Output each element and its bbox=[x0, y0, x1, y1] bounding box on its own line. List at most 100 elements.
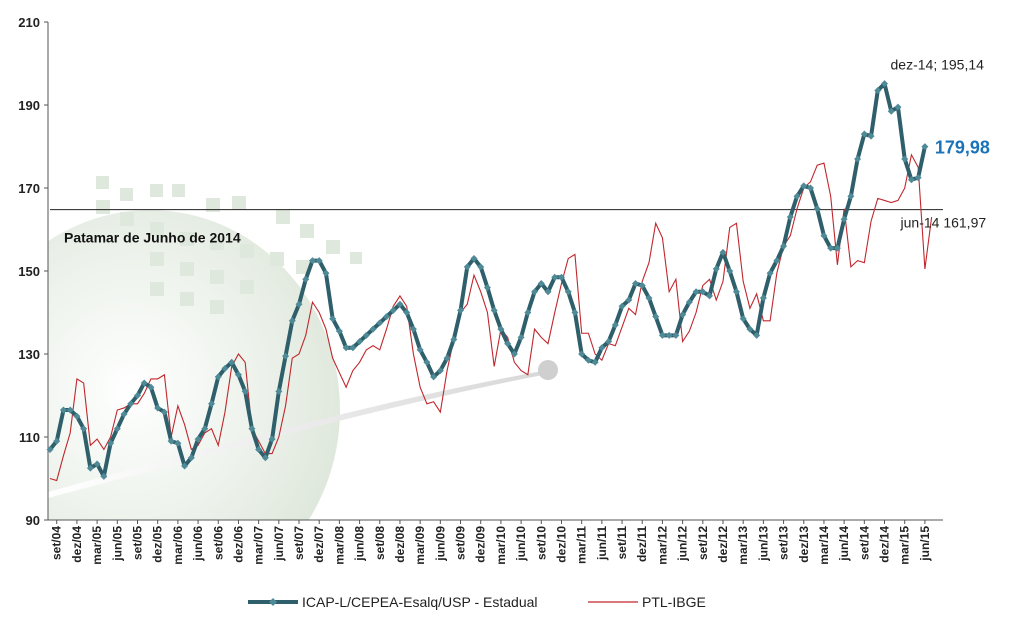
x-tick-label: dez/06 bbox=[231, 526, 245, 563]
x-tick-label: dez/14 bbox=[878, 526, 892, 563]
data-point-icap-l bbox=[268, 435, 276, 443]
data-point-icap-l bbox=[154, 404, 162, 412]
y-tick-label: 190 bbox=[18, 98, 40, 113]
data-point-icap-l bbox=[187, 454, 195, 462]
legend: ICAP-L/CEPEA-Esalq/USP - Estadual PTL-IB… bbox=[248, 594, 706, 610]
y-tick-label: 130 bbox=[18, 347, 40, 362]
data-point-icap-l bbox=[322, 269, 330, 277]
data-point-icap-l bbox=[349, 344, 357, 352]
data-point-icap-l bbox=[490, 306, 498, 314]
data-point-icap-l bbox=[423, 358, 431, 366]
data-point-icap-l bbox=[362, 331, 370, 339]
x-tick-label: set/12 bbox=[696, 526, 710, 560]
legend-label-icap-l: ICAP-L/CEPEA-Esalq/USP - Estadual bbox=[302, 594, 538, 610]
data-point-icap-l bbox=[854, 155, 862, 163]
data-point-icap-l bbox=[557, 273, 565, 281]
data-point-icap-l bbox=[524, 309, 532, 316]
data-point-icap-l bbox=[780, 242, 788, 250]
x-tick-label: set/13 bbox=[777, 526, 791, 560]
x-tick-label: dez/08 bbox=[393, 526, 407, 563]
x-tick-label: dez/11 bbox=[635, 526, 649, 562]
data-point-icap-l bbox=[302, 275, 310, 283]
data-point-icap-l bbox=[685, 298, 693, 306]
data-point-icap-l bbox=[208, 400, 216, 408]
data-point-icap-l bbox=[241, 387, 249, 395]
data-point-icap-l bbox=[147, 383, 155, 391]
data-point-icap-l bbox=[652, 313, 660, 321]
x-tick-label: set/06 bbox=[211, 526, 225, 560]
data-point-icap-l bbox=[228, 358, 236, 366]
x-tick-label: dez/12 bbox=[716, 526, 730, 563]
data-point-icap-l bbox=[517, 333, 525, 341]
x-tick-label: dez/13 bbox=[797, 526, 811, 563]
x-tick-label: jun/15 bbox=[918, 526, 932, 562]
data-point-icap-l bbox=[672, 331, 680, 339]
data-point-icap-l bbox=[874, 86, 882, 94]
data-point-icap-l bbox=[457, 306, 465, 314]
reference-line-label: Patamar de Junho de 2014 bbox=[64, 230, 241, 246]
data-point-icap-l bbox=[544, 288, 552, 296]
annotation-last-value: 179,98 bbox=[935, 138, 990, 158]
x-tick-label: dez/07 bbox=[312, 526, 326, 563]
x-tick-label: set/05 bbox=[130, 526, 144, 560]
data-point-icap-l bbox=[255, 445, 263, 453]
data-point-icap-l bbox=[665, 331, 673, 339]
data-point-icap-l bbox=[537, 279, 545, 287]
x-tick-label: jun/09 bbox=[433, 526, 447, 562]
data-point-icap-l bbox=[753, 331, 761, 339]
data-point-icap-l bbox=[342, 344, 350, 352]
data-point-icap-l bbox=[443, 354, 451, 362]
data-point-icap-l bbox=[450, 335, 458, 343]
data-point-icap-l bbox=[470, 255, 478, 263]
x-tick-label: dez/10 bbox=[554, 526, 568, 563]
data-point-icap-l bbox=[93, 460, 101, 468]
data-point-icap-l bbox=[53, 437, 61, 445]
data-point-icap-l bbox=[645, 294, 653, 302]
data-point-icap-l bbox=[59, 406, 67, 414]
data-point-icap-l bbox=[100, 472, 108, 480]
data-point-icap-l bbox=[638, 282, 646, 290]
data-point-icap-l bbox=[409, 325, 417, 333]
data-point-icap-l bbox=[564, 288, 572, 296]
data-point-icap-l bbox=[510, 350, 518, 358]
data-point-icap-l bbox=[591, 358, 599, 366]
data-point-icap-l bbox=[80, 425, 88, 433]
data-point-icap-l bbox=[618, 302, 626, 310]
x-tick-label: jun/07 bbox=[272, 526, 286, 562]
x-tick-label: set/04 bbox=[50, 526, 64, 560]
annotation-max-value: dez-14; 195,14 bbox=[891, 57, 985, 73]
background-watermark bbox=[48, 176, 558, 520]
data-point-icap-l bbox=[221, 365, 229, 373]
x-tick-label: jun/14 bbox=[837, 526, 851, 562]
data-point-icap-l bbox=[786, 213, 794, 221]
data-point-icap-l bbox=[214, 373, 222, 381]
data-point-icap-l bbox=[773, 257, 781, 265]
data-point-icap-l bbox=[793, 192, 801, 200]
data-point-icap-l bbox=[167, 437, 175, 445]
data-point-icap-l bbox=[389, 306, 397, 314]
x-tick-label: jun/13 bbox=[756, 526, 770, 562]
data-point-icap-l bbox=[881, 80, 889, 88]
legend-label-ptl-ibge: PTL-IBGE bbox=[642, 594, 706, 610]
x-tick-label: set/08 bbox=[373, 526, 387, 560]
data-point-icap-l bbox=[383, 313, 390, 321]
x-tick-label: dez/04 bbox=[70, 526, 84, 563]
data-point-icap-l bbox=[201, 425, 209, 433]
data-point-icap-l bbox=[847, 192, 855, 200]
data-point-icap-l bbox=[732, 288, 740, 296]
data-point-icap-l bbox=[584, 356, 592, 364]
data-point-icap-l bbox=[726, 267, 734, 275]
data-point-icap-l bbox=[463, 263, 471, 271]
data-point-icap-l bbox=[295, 300, 303, 308]
data-point-icap-l bbox=[194, 435, 202, 443]
data-point-icap-l bbox=[356, 338, 364, 346]
data-point-icap-l bbox=[288, 317, 296, 325]
data-point-icap-l bbox=[127, 400, 135, 408]
x-tick-label: jun/08 bbox=[353, 526, 367, 562]
data-point-icap-l bbox=[282, 352, 290, 360]
data-point-icap-l bbox=[921, 143, 929, 151]
y-tick-label: 210 bbox=[18, 15, 40, 30]
data-point-icap-l bbox=[46, 445, 54, 453]
data-point-icap-l bbox=[571, 309, 579, 316]
data-point-icap-l bbox=[477, 263, 485, 271]
